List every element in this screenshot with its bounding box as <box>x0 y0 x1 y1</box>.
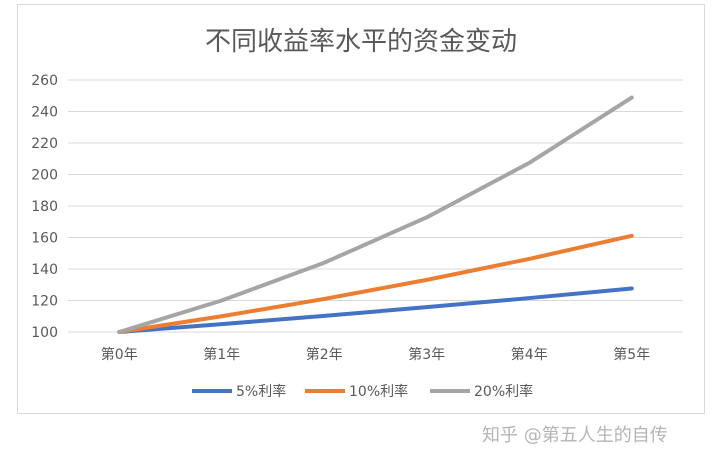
gridlines <box>68 79 683 333</box>
y-tick-label: 200 <box>31 168 58 184</box>
y-tick-label: 160 <box>31 231 58 247</box>
legend-label: 10%利率 <box>349 383 408 400</box>
series-line-2 <box>117 233 634 334</box>
x-tick-label: 第5年 <box>613 346 650 363</box>
y-tick-label: 100 <box>31 325 58 341</box>
series-line-1 <box>117 286 634 334</box>
legend-label: 5%利率 <box>236 383 286 400</box>
x-tick-label: 第2年 <box>306 346 343 363</box>
y-tick-label: 120 <box>31 294 58 310</box>
series-line-3 <box>117 95 634 334</box>
y-tick-label: 240 <box>31 105 58 121</box>
y-tick-label: 220 <box>31 136 58 152</box>
x-tick-label: 第3年 <box>408 346 445 363</box>
y-tick-label: 180 <box>31 199 58 215</box>
y-axis-tick-labels: 100 120 140 160 180 200 220 240 260 <box>31 73 58 341</box>
x-tick-label: 第4年 <box>511 346 548 363</box>
x-axis-tick-labels: 第0年 第1年 第2年 第3年 第4年 第5年 <box>101 346 650 363</box>
y-tick-label: 140 <box>31 262 58 278</box>
x-tick-label: 第1年 <box>203 346 240 363</box>
watermark: 知乎 @第五人生的自传 <box>482 425 668 446</box>
x-tick-label: 第0年 <box>101 346 138 363</box>
legend: 5%利率 10%利率 20%利率 <box>192 383 533 400</box>
y-tick-label: 260 <box>31 73 58 89</box>
chart-frame <box>17 4 705 414</box>
legend-label: 20%利率 <box>474 383 533 400</box>
chart-title: 不同收益率水平的资金变动 <box>205 27 517 57</box>
series-lines <box>117 95 634 334</box>
